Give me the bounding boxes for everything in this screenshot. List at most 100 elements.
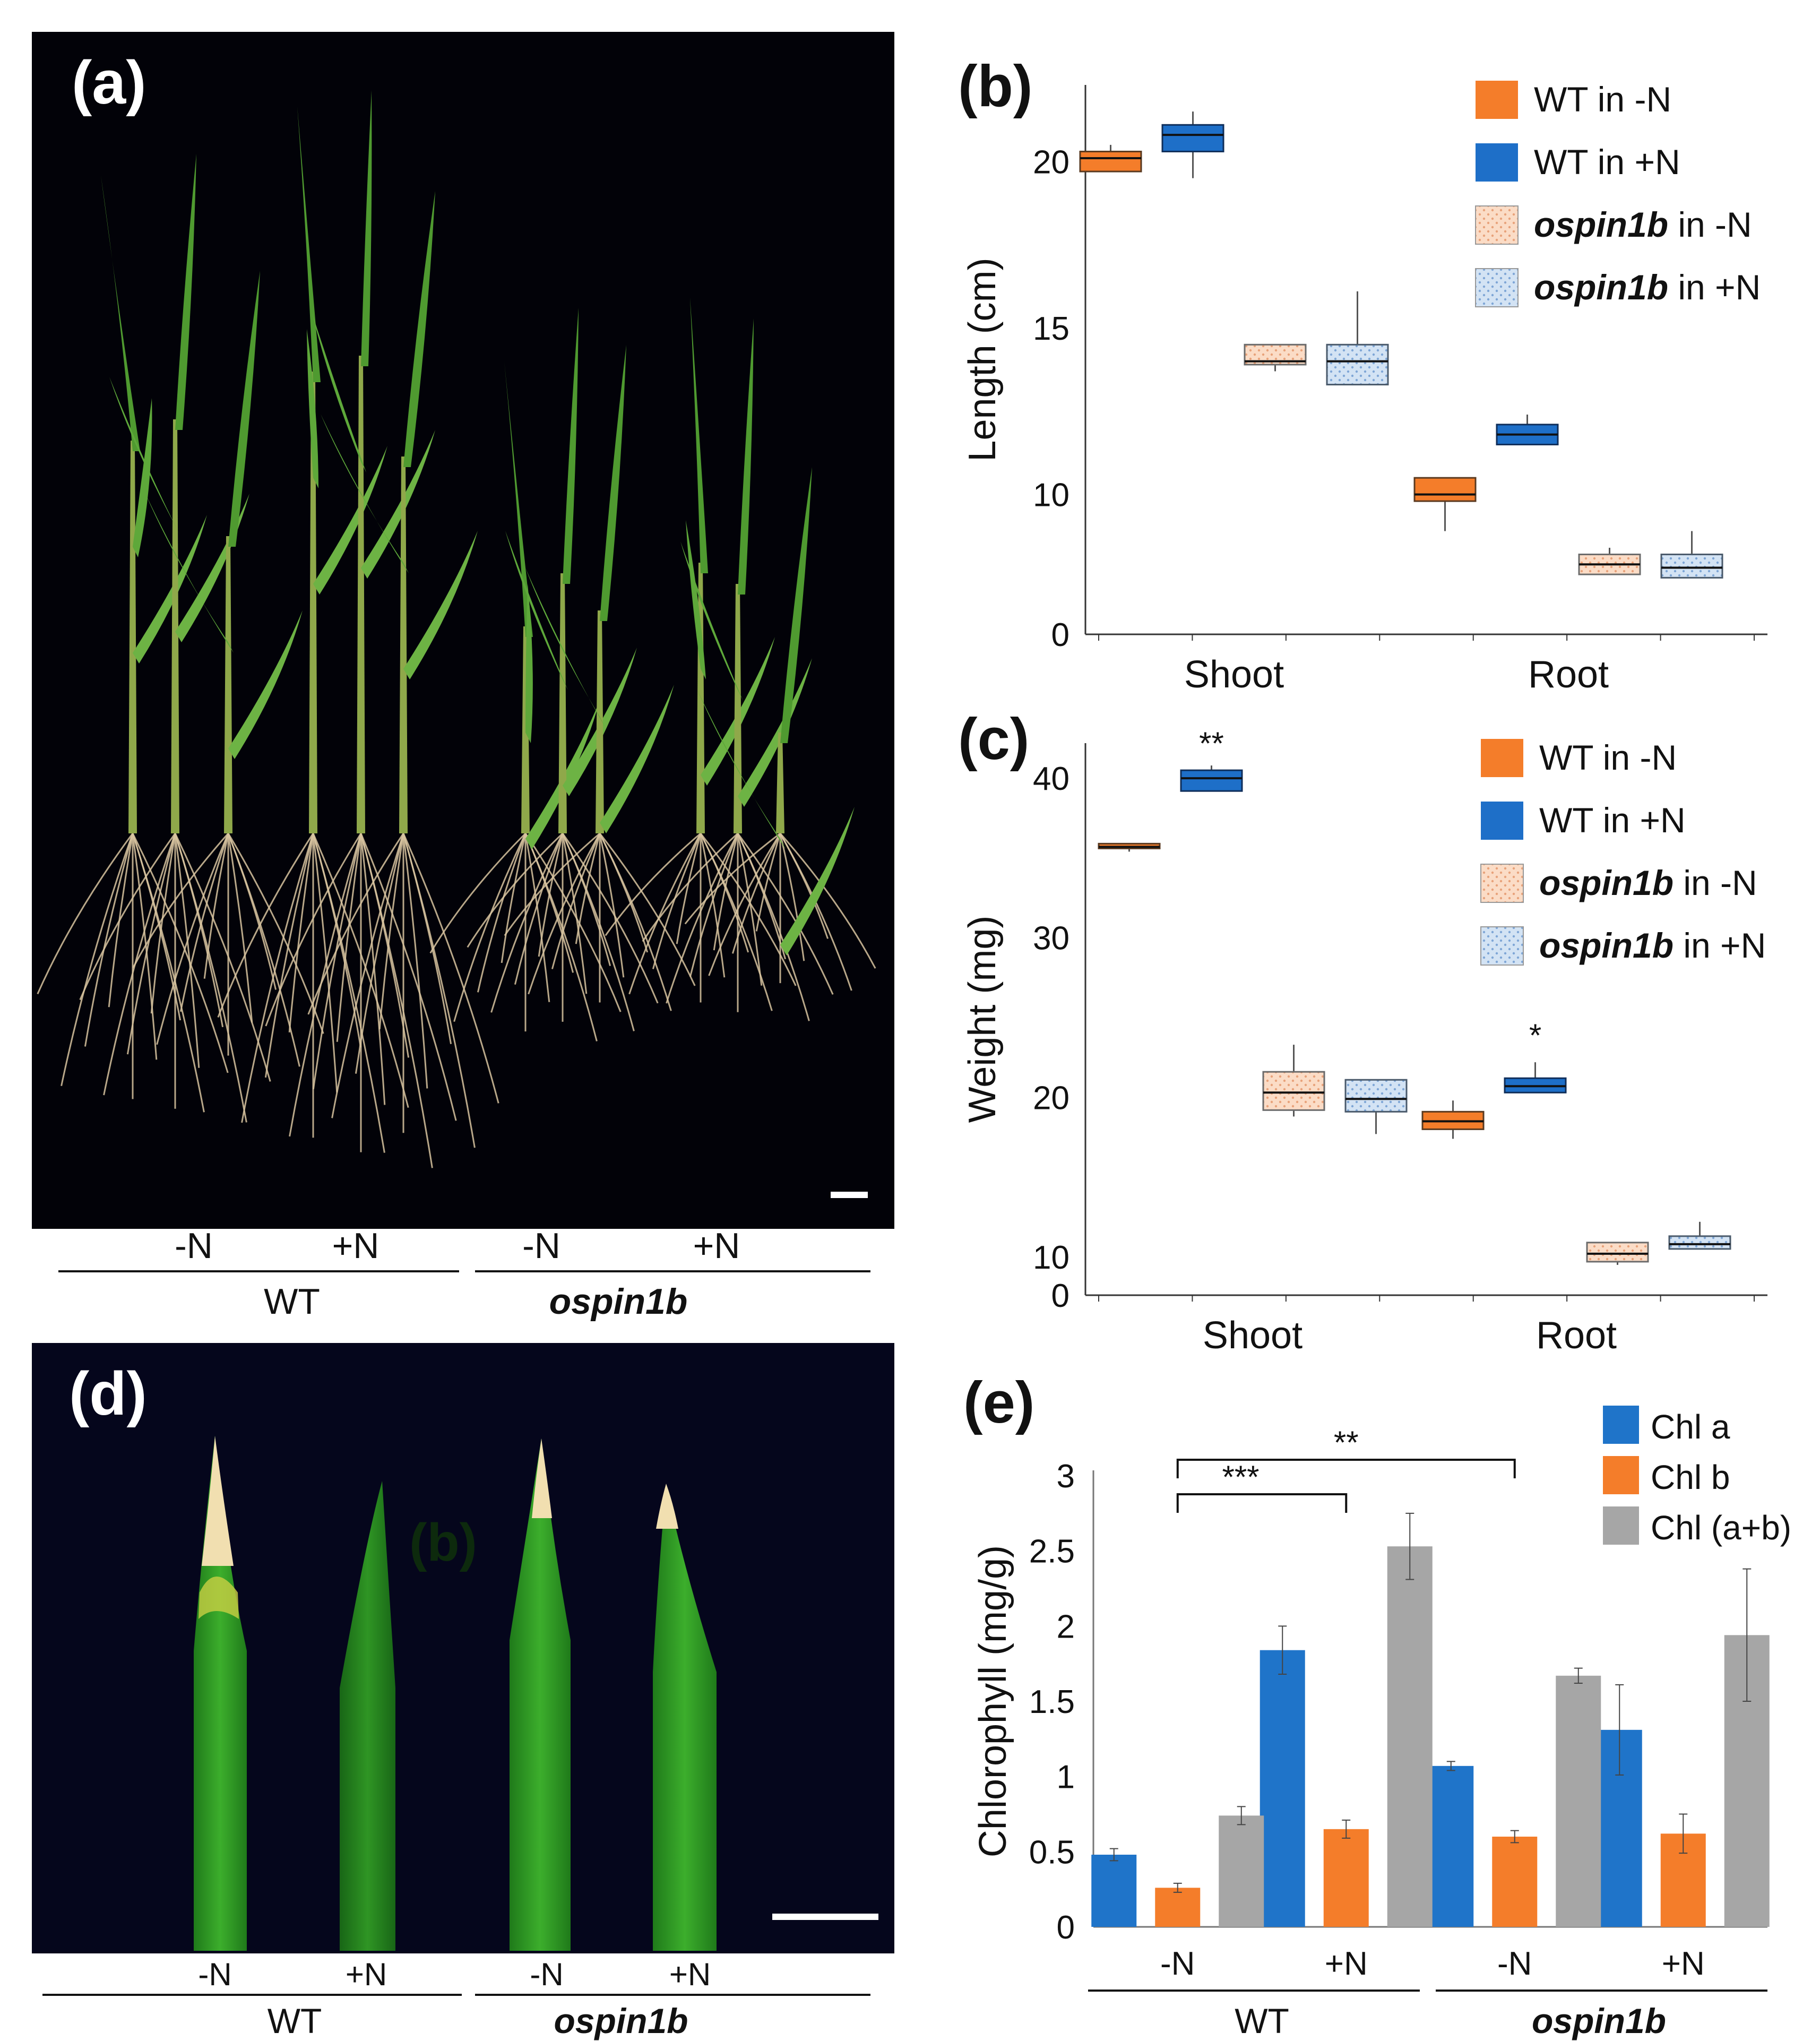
legend-swatch [1476,143,1518,182]
y-tick-label: 3 [1057,1458,1075,1495]
legend-label-condition: in -N [1674,863,1757,902]
label-d-wt-plus-n: +N [346,1957,387,1992]
legend-label-condition: in -N [1668,205,1752,244]
legend-label: Chl a [1651,1408,1730,1446]
label-mut-plus-n: +N [693,1226,740,1266]
leaf-1 [194,1436,247,1951]
bar-chl-a [1428,1766,1474,1927]
legend-label-name: ospin1b [1534,205,1668,244]
x-category-label: -N [1497,1945,1532,1982]
bar-chl-b [1323,1829,1369,1927]
legend-label: ospin1b in -N [1539,863,1757,902]
y-tick-label: 40 [1033,761,1069,797]
legend-label-condition: in +N [1593,800,1685,840]
legend-label: ospin1b in -N [1534,205,1752,244]
panel-label-b: (b) [958,54,1032,119]
box-wt-in-n [1079,150,1142,173]
panel-label-c: (c) [958,707,1029,772]
significance-mark: ** [1334,1425,1359,1460]
box-ospin1b-in-n [1668,1235,1731,1250]
x-category-label: +N [1662,1945,1705,1982]
box-wt-in-n [1413,477,1477,502]
leaf-4 [653,1484,717,1951]
legend-swatch [1480,864,1524,903]
y-tick-label: 20 [1033,1080,1069,1116]
panel-label-a: (a) [72,49,146,117]
bar-chl-b [1492,1837,1538,1927]
y-tick-label: 1 [1057,1759,1075,1796]
legend-label-name: ospin1b [1539,926,1674,965]
x-category-label: +N [1325,1945,1368,1982]
legend-label-condition: in +N [1674,926,1766,965]
bar-chl-a [1091,1855,1137,1927]
legend-swatch [1480,926,1524,966]
y-tick-label: 15 [1033,311,1069,347]
overlay-panel-label: (b) [409,1513,477,1572]
bar-chl-a [1260,1650,1305,1927]
x-category-label: Shoot [1203,1314,1303,1357]
legend-label-name: WT [1534,142,1588,182]
label-wt-plus-n: +N [332,1226,379,1266]
x-category-label: Root [1536,1314,1617,1357]
legend-label-name: ospin1b [1534,268,1668,307]
seedling [467,308,659,1031]
y-tick-label: 10 [1033,1239,1069,1276]
bar-chl-b [1155,1888,1201,1927]
legend-label-condition: in -N [1588,80,1671,119]
y-tick-label: 2 [1057,1608,1075,1645]
significance-bracket [1176,1459,1516,1478]
box-wt-in-n [1180,769,1243,792]
legend-label-name: WT [1534,80,1588,119]
box-ospin1b-in-n [1660,553,1723,579]
significance-mark: * [1529,1018,1541,1053]
legend-label: Chl (a+b) [1651,1509,1791,1547]
significance-bracket [1176,1493,1348,1513]
panel-e-chlorophyll-chart: (e) 0 0.5 1 1.5 2 2.5 3 Chlorophyll (mg/g) -N +N -… [963,1370,1791,2040]
group-label-ospin1b: ospin1b [1532,2001,1666,2040]
label-d-wt-minus-n: -N [198,1957,231,1992]
y-tick-label: 0 [1057,1909,1075,1946]
x-category-label: -N [1160,1945,1195,1982]
legend-label: WT in -N [1534,80,1671,119]
legend-swatch [1475,205,1519,245]
legend-swatch [1481,739,1523,777]
scale-bar [831,1192,868,1198]
box-wt-in-n [1161,124,1224,152]
legend-swatch [1603,1506,1639,1545]
legend-swatch [1603,1406,1639,1444]
seedling [132,271,324,1067]
significance-mark: ** [1199,726,1224,761]
seedling [605,297,797,1011]
legend-swatch [1481,802,1523,840]
seedlings-illustration [37,90,876,1168]
y-axis-label: Weight (mg) [961,916,1004,1123]
box-ospin1b-in-n [1344,1079,1408,1113]
seedling [217,106,409,1153]
bar-chl-a-b- [1219,1815,1264,1927]
y-tick-label: 2.5 [1029,1534,1075,1570]
legend-label: Chl b [1651,1458,1730,1496]
panel-a: (a) -N +N -N +N WT ospin1b [32,32,894,1322]
legend-label-condition: in +N [1668,268,1761,307]
scale-bar-d [772,1914,878,1920]
seedling [504,345,696,1011]
box-ospin1b-in-n [1326,343,1389,386]
legend-label-name: ospin1b [1539,863,1674,902]
group-label-ospin1b: ospin1b [549,1281,688,1322]
label-wt-minus-n: -N [175,1226,213,1266]
group-label-wt: WT [1235,2001,1289,2040]
leaf-photo [32,1343,894,1953]
x-category-label: Root [1528,653,1609,696]
y-tick-label: 30 [1033,920,1069,957]
legend-label-name: WT [1539,738,1593,777]
label-d-mut-plus-n: +N [669,1957,711,1992]
y-tick-label: 20 [1033,144,1069,180]
label-d-mut-minus-n: -N [530,1957,563,1992]
legend-label-name: WT [1539,800,1593,840]
legend-label: WT in +N [1539,800,1686,840]
legend-label: ospin1b in +N [1534,268,1761,307]
legend-swatch [1603,1456,1639,1494]
y-tick-label: 0.5 [1029,1834,1075,1871]
